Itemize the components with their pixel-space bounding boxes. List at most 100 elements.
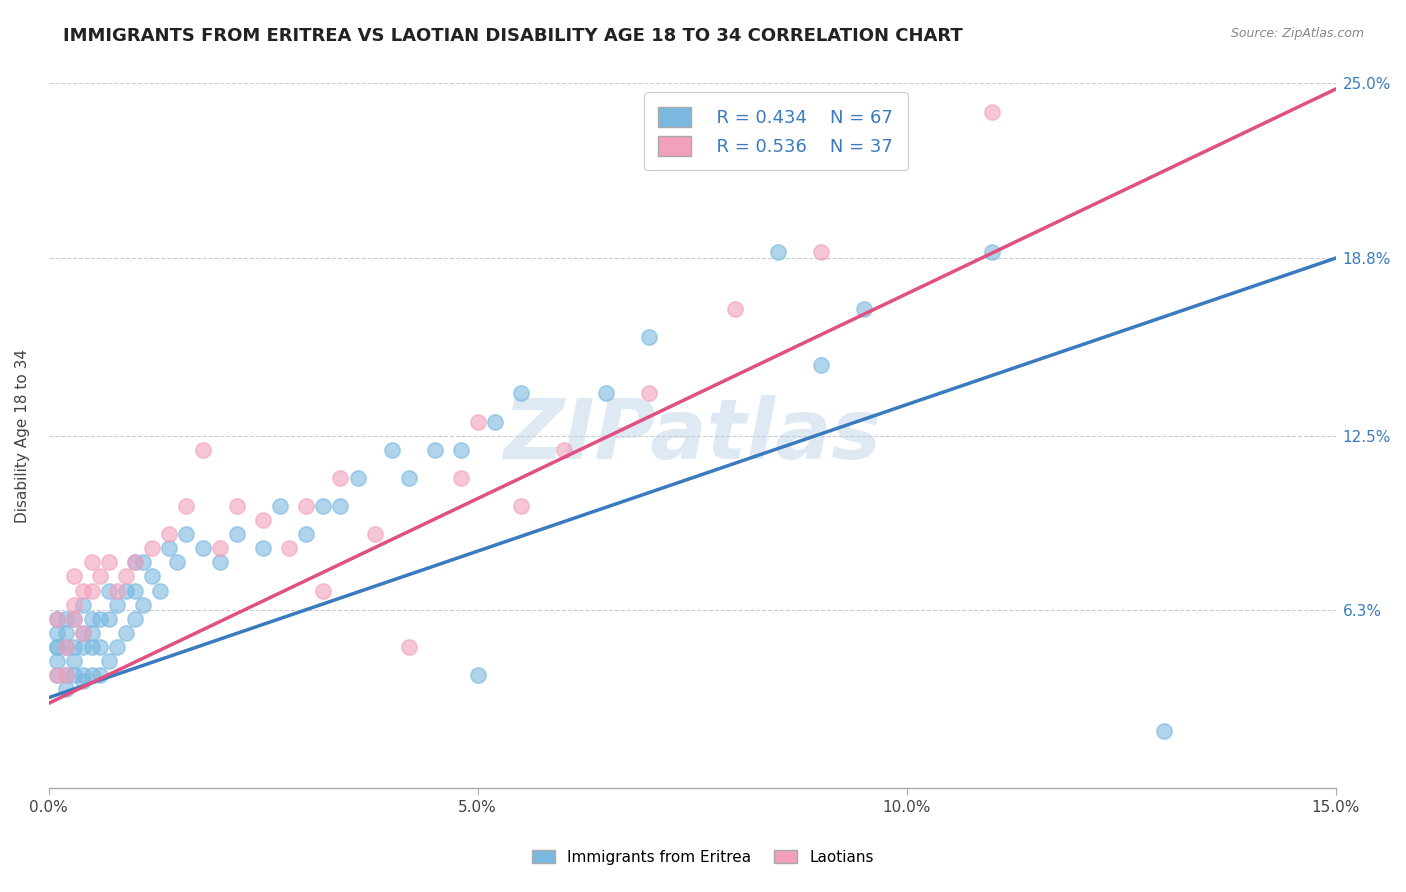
Point: [105, 598, 128, 612]
Point: [55, 640, 77, 654]
Point: [132, 598, 155, 612]
Point: [89, 612, 111, 626]
Point: [981, 245, 1004, 260]
Point: [63, 640, 86, 654]
Point: [72, 673, 94, 688]
Point: [63, 668, 86, 682]
Text: Source: ZipAtlas.com: Source: ZipAtlas.com: [1230, 27, 1364, 40]
Point: [97, 654, 120, 668]
Point: [852, 301, 875, 316]
Point: [810, 245, 832, 260]
Point: [124, 583, 146, 598]
Point: [269, 499, 291, 513]
Point: [72, 640, 94, 654]
Point: [55, 612, 77, 626]
Point: [97, 612, 120, 626]
Point: [124, 612, 146, 626]
Point: [80, 555, 103, 569]
Point: [115, 625, 138, 640]
Point: [509, 386, 531, 401]
Point: [55, 640, 77, 654]
Point: [381, 442, 404, 457]
Point: [141, 569, 163, 583]
Point: [810, 358, 832, 372]
Point: [209, 541, 232, 556]
Point: [398, 471, 420, 485]
Point: [278, 541, 301, 556]
Text: ZIPatlas: ZIPatlas: [503, 395, 882, 476]
Point: [80, 612, 103, 626]
Point: [193, 541, 215, 556]
Point: [46, 668, 69, 682]
Point: [174, 527, 197, 541]
Point: [346, 471, 368, 485]
Point: [80, 583, 103, 598]
Point: [72, 583, 94, 598]
Point: [149, 583, 172, 598]
Point: [63, 569, 86, 583]
Point: [132, 555, 155, 569]
Point: [766, 245, 789, 260]
Point: [157, 541, 180, 556]
Point: [398, 640, 420, 654]
Point: [329, 471, 352, 485]
Point: [157, 527, 180, 541]
Point: [509, 499, 531, 513]
Point: [312, 583, 335, 598]
Point: [115, 583, 138, 598]
Point: [124, 555, 146, 569]
Text: IMMIGRANTS FROM ERITREA VS LAOTIAN DISABILITY AGE 18 TO 34 CORRELATION CHART: IMMIGRANTS FROM ERITREA VS LAOTIAN DISAB…: [63, 27, 963, 45]
Point: [252, 541, 274, 556]
Point: [329, 499, 352, 513]
Point: [55, 668, 77, 682]
Point: [105, 583, 128, 598]
Point: [72, 668, 94, 682]
Legend:   R = 0.434    N = 67,   R = 0.536    N = 37: R = 0.434 N = 67, R = 0.536 N = 37: [644, 93, 908, 170]
Point: [89, 640, 111, 654]
Point: [80, 625, 103, 640]
Point: [89, 668, 111, 682]
Point: [295, 499, 318, 513]
Point: [46, 625, 69, 640]
Point: [724, 301, 747, 316]
Point: [450, 471, 472, 485]
Point: [55, 682, 77, 697]
Point: [295, 527, 318, 541]
Point: [105, 640, 128, 654]
Point: [450, 442, 472, 457]
Point: [63, 612, 86, 626]
Point: [467, 415, 489, 429]
Point: [174, 499, 197, 513]
Point: [46, 640, 69, 654]
Point: [115, 569, 138, 583]
Point: [226, 527, 249, 541]
Point: [981, 104, 1004, 119]
Point: [63, 598, 86, 612]
Point: [312, 499, 335, 513]
Y-axis label: Disability Age 18 to 34: Disability Age 18 to 34: [15, 349, 30, 523]
Point: [80, 668, 103, 682]
Point: [72, 598, 94, 612]
Point: [226, 499, 249, 513]
Point: [193, 442, 215, 457]
Point: [1153, 724, 1175, 739]
Legend: Immigrants from Eritrea, Laotians: Immigrants from Eritrea, Laotians: [526, 844, 880, 871]
Point: [484, 415, 506, 429]
Point: [595, 386, 617, 401]
Point: [63, 654, 86, 668]
Point: [97, 555, 120, 569]
Point: [63, 612, 86, 626]
Point: [209, 555, 232, 569]
Point: [166, 555, 188, 569]
Point: [89, 569, 111, 583]
Point: [124, 555, 146, 569]
Point: [46, 612, 69, 626]
Point: [97, 583, 120, 598]
Point: [467, 668, 489, 682]
Point: [46, 668, 69, 682]
Point: [55, 668, 77, 682]
Point: [55, 625, 77, 640]
Point: [553, 442, 575, 457]
Point: [638, 330, 661, 344]
Point: [72, 625, 94, 640]
